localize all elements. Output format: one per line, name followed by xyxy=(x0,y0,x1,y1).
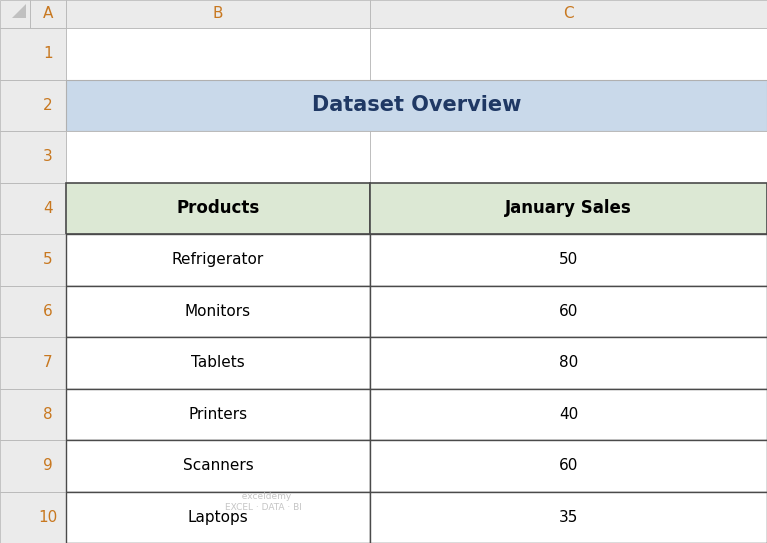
Text: 6: 6 xyxy=(43,304,53,319)
Bar xyxy=(370,388,767,440)
Bar xyxy=(0,79,66,131)
Bar xyxy=(0,337,66,388)
Bar xyxy=(30,0,66,28)
Bar xyxy=(370,337,767,388)
Text: 10: 10 xyxy=(38,510,58,525)
Bar xyxy=(0,182,66,234)
Text: 7: 7 xyxy=(43,355,53,370)
Text: C: C xyxy=(563,7,574,22)
Text: Printers: Printers xyxy=(189,407,248,422)
Bar xyxy=(370,131,767,182)
Bar xyxy=(66,337,370,388)
Text: Tablets: Tablets xyxy=(191,355,245,370)
Bar xyxy=(370,0,767,28)
Bar xyxy=(370,286,767,337)
Bar xyxy=(66,388,370,440)
Bar xyxy=(66,131,370,182)
Bar xyxy=(0,286,66,337)
Bar xyxy=(66,28,370,79)
Text: 1: 1 xyxy=(43,46,53,61)
Text: Monitors: Monitors xyxy=(185,304,251,319)
Text: 8: 8 xyxy=(43,407,53,422)
Text: Products: Products xyxy=(176,199,259,217)
Bar xyxy=(370,491,767,543)
Text: Dataset Overview: Dataset Overview xyxy=(312,95,522,115)
Text: 9: 9 xyxy=(43,458,53,473)
Bar xyxy=(0,234,66,286)
Text: B: B xyxy=(212,7,223,22)
Text: January Sales: January Sales xyxy=(505,199,632,217)
Bar xyxy=(66,182,370,234)
Bar xyxy=(0,388,66,440)
Bar xyxy=(66,440,370,491)
Text: 3: 3 xyxy=(43,149,53,164)
Bar xyxy=(66,0,370,28)
Bar xyxy=(370,234,767,286)
Bar xyxy=(66,234,370,286)
Text: 80: 80 xyxy=(559,355,578,370)
Polygon shape xyxy=(12,4,26,18)
Bar xyxy=(370,440,767,491)
Text: 35: 35 xyxy=(559,510,578,525)
Bar xyxy=(0,131,66,182)
Text: 2: 2 xyxy=(43,98,53,113)
Text: Scanners: Scanners xyxy=(183,458,253,473)
Text: 60: 60 xyxy=(559,458,578,473)
Bar xyxy=(0,28,66,79)
Text: exceldemy
EXCEL · DATA · BI: exceldemy EXCEL · DATA · BI xyxy=(225,492,302,512)
Bar xyxy=(370,28,767,79)
Text: 60: 60 xyxy=(559,304,578,319)
Bar xyxy=(0,0,30,28)
Bar xyxy=(66,79,767,131)
Text: Refrigerator: Refrigerator xyxy=(172,252,264,267)
Text: A: A xyxy=(43,7,53,22)
Bar xyxy=(0,491,66,543)
Bar xyxy=(66,286,370,337)
Text: 40: 40 xyxy=(559,407,578,422)
Bar xyxy=(0,440,66,491)
Text: Laptops: Laptops xyxy=(188,510,249,525)
Bar xyxy=(370,182,767,234)
Text: 4: 4 xyxy=(43,201,53,216)
Text: 50: 50 xyxy=(559,252,578,267)
Bar xyxy=(66,491,370,543)
Text: 5: 5 xyxy=(43,252,53,267)
